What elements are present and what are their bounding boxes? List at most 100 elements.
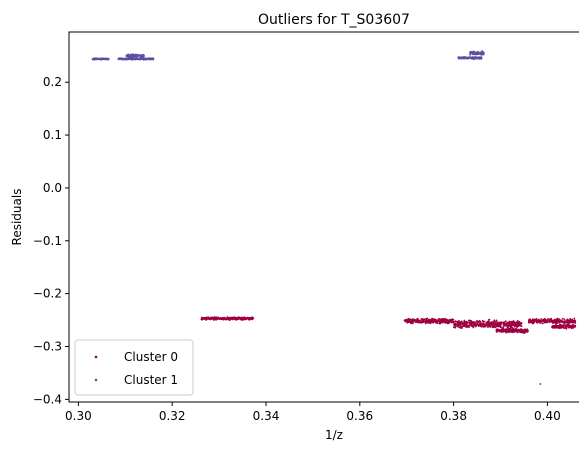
data-point-cluster-0	[416, 317, 419, 320]
data-point-cluster-0	[221, 318, 223, 321]
data-point-cluster-0	[486, 326, 489, 328]
data-point-cluster-0	[538, 321, 540, 324]
data-point-cluster-0	[477, 323, 480, 326]
data-point-cluster-0	[551, 326, 554, 328]
data-point-cluster-0	[512, 329, 515, 331]
data-point-cluster-1	[482, 51, 484, 54]
y-tick-label: −0.1	[33, 234, 62, 248]
data-point-cluster-0	[470, 322, 473, 325]
data-point-cluster-0	[499, 326, 502, 329]
data-point-cluster-1	[467, 57, 469, 59]
data-point-cluster-0	[213, 318, 216, 321]
data-point-cluster-0	[501, 329, 504, 332]
data-point-cluster-1	[117, 58, 120, 61]
data-point-cluster-0	[561, 317, 564, 320]
data-point-cluster-0	[516, 329, 519, 332]
data-point-cluster-0	[479, 320, 482, 323]
data-point-cluster-0	[440, 319, 443, 322]
data-point-cluster-0	[249, 317, 252, 320]
data-point-cluster-0	[459, 325, 462, 328]
data-point-cluster-0	[495, 325, 498, 327]
data-point-cluster-0	[541, 322, 544, 325]
data-point-cluster-0	[553, 320, 556, 323]
data-point-cluster-0	[438, 322, 440, 324]
data-point-cluster-0	[539, 383, 542, 385]
data-point-cluster-0	[460, 327, 463, 329]
data-point-cluster-0	[552, 322, 554, 325]
data-point-cluster-0	[495, 319, 498, 322]
data-point-cluster-0	[540, 318, 543, 320]
data-point-cluster-0	[241, 319, 244, 321]
data-point-cluster-0	[425, 321, 428, 324]
data-point-cluster-0	[515, 323, 517, 326]
data-point-cluster-0	[459, 323, 462, 326]
data-point-cluster-1	[148, 58, 151, 61]
data-point-cluster-1	[106, 58, 109, 61]
data-point-cluster-0	[203, 317, 206, 320]
data-point-cluster-0	[457, 322, 459, 325]
data-point-cluster-0	[555, 318, 558, 321]
data-point-cluster-0	[443, 319, 446, 321]
data-point-cluster-0	[458, 321, 461, 324]
legend-marker-cluster-1	[94, 378, 98, 382]
data-point-cluster-0	[427, 319, 430, 322]
legend: Cluster 0 Cluster 1	[74, 339, 194, 396]
data-point-cluster-0	[431, 320, 434, 323]
data-point-cluster-1	[151, 57, 154, 60]
x-axis-title: 1/z	[325, 428, 343, 442]
data-point-cluster-0	[424, 318, 427, 321]
data-point-cluster-1	[476, 57, 479, 59]
data-point-cluster-0	[228, 319, 231, 321]
data-point-cluster-1	[471, 56, 474, 59]
data-point-cluster-1	[91, 58, 94, 60]
y-tick-label: −0.3	[33, 340, 62, 354]
data-point-cluster-0	[495, 328, 498, 331]
data-point-cluster-0	[502, 322, 505, 324]
x-axis: 0.30 0.32 0.34 0.36 0.38 0.40	[65, 402, 561, 423]
data-point-cluster-0	[569, 324, 571, 327]
data-point-cluster-1	[137, 54, 139, 57]
data-point-cluster-0	[405, 318, 408, 321]
data-point-cluster-0	[503, 323, 505, 326]
data-point-cluster-0	[564, 326, 567, 329]
data-point-cluster-0	[550, 321, 552, 323]
data-point-cluster-0	[488, 318, 490, 321]
data-point-cluster-1	[133, 54, 135, 57]
data-point-cluster-0	[519, 331, 522, 334]
y-tick-label: −0.2	[33, 287, 62, 301]
data-point-cluster-0	[550, 319, 553, 321]
data-point-cluster-0	[516, 331, 519, 334]
data-point-cluster-1	[481, 53, 483, 56]
data-point-cluster-0	[426, 317, 429, 320]
data-point-cluster-0	[481, 324, 483, 327]
data-point-cluster-1	[121, 58, 124, 61]
data-point-cluster-1	[479, 51, 482, 54]
data-point-cluster-0	[525, 329, 528, 332]
data-point-cluster-0	[536, 320, 539, 323]
y-tick-label: 0.2	[43, 75, 62, 89]
data-point-cluster-0	[523, 332, 525, 335]
data-point-cluster-0	[244, 318, 246, 321]
data-point-cluster-0	[507, 329, 510, 331]
data-point-cluster-0	[240, 316, 243, 319]
x-tick-label: 0.30	[65, 409, 92, 423]
data-point-cluster-1	[119, 57, 122, 60]
points-layer	[91, 50, 577, 385]
data-point-cluster-0	[533, 321, 536, 324]
y-tick-label: −0.4	[33, 392, 62, 406]
data-point-cluster-0	[503, 330, 506, 332]
legend-label-cluster-1: Cluster 1	[124, 373, 178, 387]
data-point-cluster-0	[546, 320, 549, 322]
data-point-cluster-0	[422, 318, 425, 321]
data-point-cluster-1	[464, 56, 467, 59]
data-point-cluster-0	[573, 324, 576, 327]
data-point-cluster-0	[512, 320, 515, 322]
data-point-cluster-0	[571, 318, 574, 321]
data-point-cluster-0	[223, 318, 226, 320]
data-point-cluster-0	[486, 323, 489, 325]
data-point-cluster-1	[146, 58, 149, 60]
data-point-cluster-0	[497, 323, 500, 326]
data-point-cluster-0	[519, 328, 522, 331]
data-point-cluster-0	[430, 318, 433, 320]
